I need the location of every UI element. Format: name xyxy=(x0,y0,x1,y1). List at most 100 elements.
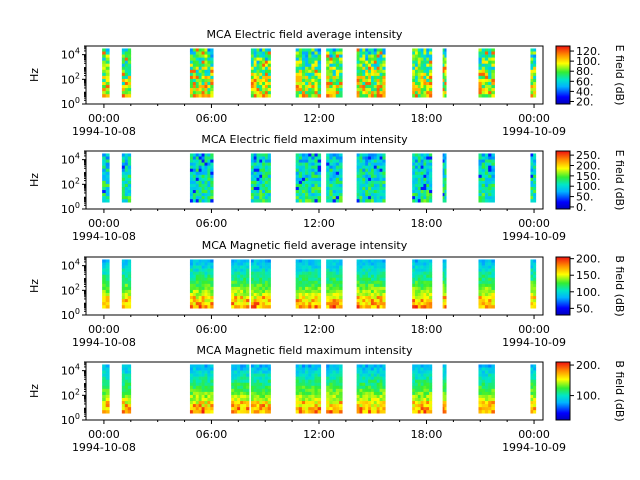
spectrogram-cell xyxy=(189,162,194,166)
spectrogram-cell xyxy=(256,196,260,200)
spectrogram-cell xyxy=(491,51,495,55)
spectrogram-cell xyxy=(305,162,309,166)
spectrogram-cell xyxy=(195,410,199,414)
spectrogram-cell xyxy=(417,54,421,58)
spectrogram-cell xyxy=(267,177,271,182)
spectrogram-cell xyxy=(253,186,257,191)
spectrogram-cell xyxy=(102,156,107,160)
spectrogram-cell xyxy=(317,292,322,297)
spectrogram-cell xyxy=(478,305,483,309)
spectrogram-cell xyxy=(429,385,433,390)
spectrogram-cell xyxy=(195,292,199,297)
spectrogram-cell xyxy=(379,48,383,52)
panels-group: MCA Electric field average intensity1001… xyxy=(28,28,626,454)
spectrogram-cell xyxy=(262,397,266,402)
spectrogram-cell xyxy=(195,404,199,408)
spectrogram-cell xyxy=(102,265,107,269)
spectrogram-cell xyxy=(379,69,383,74)
spectrogram-cell xyxy=(417,379,421,384)
spectrogram-cell xyxy=(301,262,306,266)
spectrogram-cell xyxy=(301,401,306,405)
spectrogram-cell xyxy=(359,277,363,282)
spectrogram-cell xyxy=(314,94,318,98)
spectrogram-cell xyxy=(414,382,419,387)
spectrogram-cell xyxy=(311,286,315,291)
spectrogram-cell xyxy=(262,305,266,309)
spectrogram-cell xyxy=(365,397,369,402)
spectrogram-cell xyxy=(198,379,202,384)
spectrogram-cell xyxy=(311,63,315,68)
spectrogram-cell xyxy=(382,274,386,279)
spectrogram-cell xyxy=(335,51,340,55)
spectrogram-cell xyxy=(339,57,343,61)
spectrogram-cell xyxy=(198,296,202,300)
spectrogram-cell xyxy=(417,186,421,191)
spectrogram-cell xyxy=(121,186,126,191)
spectrogram-cell xyxy=(370,286,375,291)
spectrogram-cell xyxy=(210,401,214,405)
spectrogram-cell xyxy=(362,171,366,176)
spectrogram-cell xyxy=(305,183,309,188)
spectrogram-cell xyxy=(417,196,421,200)
spectrogram-cell xyxy=(356,379,360,384)
spectrogram-cell xyxy=(373,274,377,279)
spectrogram-cell xyxy=(426,391,430,396)
spectrogram-cell xyxy=(204,54,208,58)
spectrogram-cell xyxy=(444,72,447,77)
spectrogram-cell xyxy=(301,268,306,272)
spectrogram-cell xyxy=(253,373,257,377)
spectrogram-cell xyxy=(253,75,257,80)
y-tick-base: 10 xyxy=(61,309,75,322)
spectrogram-cell xyxy=(332,367,337,371)
spectrogram-block xyxy=(478,259,495,309)
spectrogram-cell xyxy=(420,63,424,68)
spectrogram-cell xyxy=(359,376,363,380)
spectrogram-cell xyxy=(491,280,495,285)
spectrogram-cell xyxy=(240,277,244,282)
spectrogram-cell xyxy=(414,388,419,393)
spectrogram-cell xyxy=(429,57,433,61)
spectrogram-cell xyxy=(382,196,386,200)
spectrogram-cell xyxy=(332,391,337,396)
spectrogram-cell xyxy=(426,401,430,405)
spectrogram-cell xyxy=(262,88,266,92)
spectrogram-cell xyxy=(484,289,489,294)
spectrogram-cell xyxy=(250,286,254,291)
spectrogram-cell xyxy=(426,85,430,89)
spectrogram-cell xyxy=(376,394,380,399)
spectrogram-cell xyxy=(359,54,363,58)
spectrogram-cell xyxy=(295,51,300,55)
spectrogram-cell xyxy=(201,72,205,77)
spectrogram-cell xyxy=(201,159,205,163)
spectrogram-cell xyxy=(124,63,129,68)
spectrogram-cell xyxy=(332,94,337,98)
spectrogram-cell xyxy=(298,382,303,387)
spectrogram-cell xyxy=(204,401,208,405)
spectrogram-cell xyxy=(192,277,197,282)
spectrogram-cell xyxy=(368,382,372,387)
spectrogram-cell xyxy=(417,397,421,402)
spectrogram-cell xyxy=(365,199,369,203)
spectrogram-cell xyxy=(121,401,126,405)
spectrogram-cell xyxy=(259,286,263,291)
spectrogram-cell xyxy=(370,305,375,309)
spectrogram-cell xyxy=(207,57,211,61)
spectrogram-cell xyxy=(429,162,433,166)
spectrogram-cell xyxy=(362,48,366,52)
spectrogram-cell xyxy=(298,401,303,405)
spectrogram-cell xyxy=(481,66,486,71)
spectrogram-cell xyxy=(530,171,534,176)
spectrogram-cell xyxy=(308,57,312,61)
spectrogram-cell xyxy=(259,292,263,297)
spectrogram-cell xyxy=(370,180,375,185)
spectrogram-cell xyxy=(414,81,419,86)
spectrogram-cell xyxy=(250,180,254,185)
spectrogram-cell xyxy=(192,305,197,309)
spectrogram-cell xyxy=(359,401,363,405)
spectrogram-cell xyxy=(262,91,266,95)
spectrogram-cell xyxy=(234,385,238,390)
x-tick-label: 06:00 xyxy=(196,428,228,441)
x-tick-label: 00:00 xyxy=(518,112,550,125)
spectrogram-cell xyxy=(332,302,337,306)
spectrogram-cell xyxy=(311,159,315,163)
